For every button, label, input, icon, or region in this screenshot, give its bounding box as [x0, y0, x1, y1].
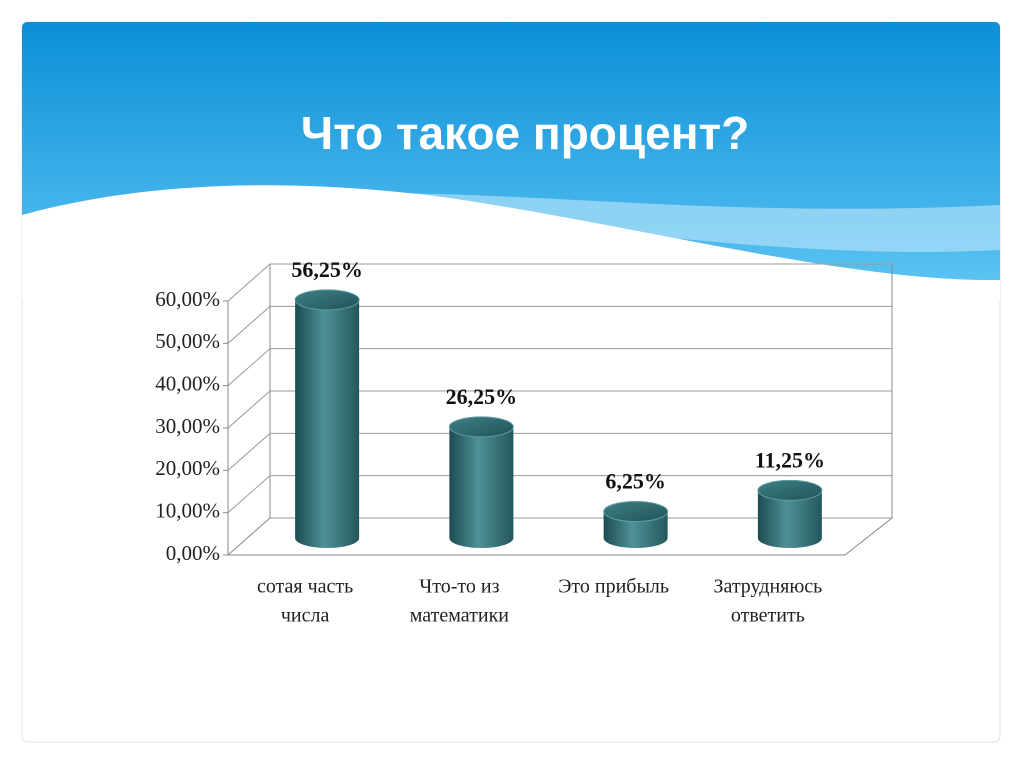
bar-top [294, 289, 360, 311]
bar-body [449, 426, 514, 548]
bar [757, 479, 823, 548]
wave-white [22, 185, 1000, 300]
grid-line [227, 475, 892, 514]
y-tick-label: 20,00% [155, 456, 220, 480]
data-label: 26,25% [446, 384, 518, 409]
grid-line [227, 348, 892, 387]
bar-top [757, 479, 823, 501]
grid-line [227, 263, 892, 302]
x-tick-label: числа [281, 605, 330, 627]
y-tick-label: 0,00% [166, 541, 220, 565]
grid-line [227, 432, 892, 471]
slide-title: Что такое процент? [301, 107, 749, 159]
bar [294, 289, 360, 548]
x-tick-label: математики [410, 605, 510, 627]
grid-line [227, 517, 892, 556]
data-label: 11,25% [755, 447, 825, 472]
y-tick-label: 40,00% [155, 371, 220, 395]
bar-body [757, 490, 822, 548]
x-tick-label: Затрудняюсь [713, 576, 822, 598]
grid-line [227, 305, 892, 344]
bar-top [448, 416, 514, 438]
bar [448, 416, 514, 548]
grid-line [227, 390, 892, 429]
x-tick-label: Это прибыль [558, 576, 669, 598]
y-tick-label: 30,00% [155, 414, 220, 438]
y-tick-label: 60,00% [155, 287, 220, 311]
y-tick-label: 50,00% [155, 329, 220, 353]
bar-top [603, 501, 669, 523]
y-tick-label: 10,00% [155, 498, 220, 522]
data-label: 56,25% [291, 257, 363, 282]
x-tick-label: сотая часть [257, 576, 353, 598]
bar [603, 501, 669, 548]
data-label: 6,25% [605, 469, 666, 494]
x-tick-label: Что-то из [419, 576, 499, 598]
x-tick-label: ответить [731, 605, 805, 627]
chart: 0,00% 10,00% 20,00% 30,00% 40,00% 50,00% 60,00… [155, 257, 894, 627]
bar-body [295, 299, 360, 548]
